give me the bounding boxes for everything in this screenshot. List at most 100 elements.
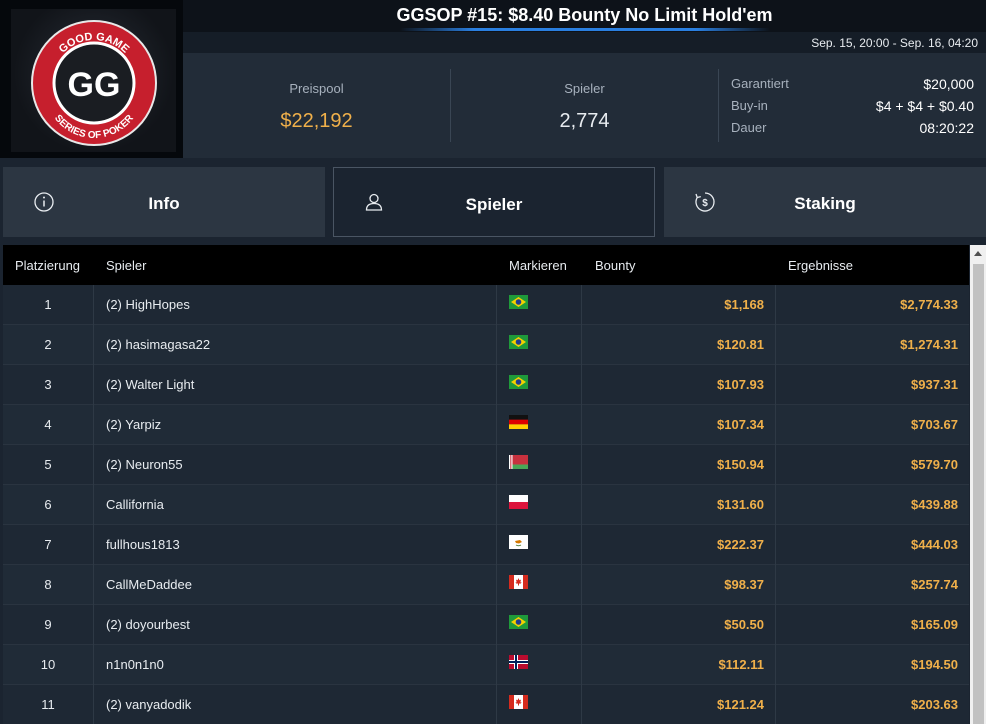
row-bounty: $120.81 xyxy=(717,337,764,352)
column-divider xyxy=(581,645,582,685)
brazil-flag xyxy=(509,615,528,629)
column-divider xyxy=(581,325,582,365)
row-place: 5 xyxy=(44,457,52,472)
row-player-name[interactable]: (2) HighHopes xyxy=(106,297,190,312)
row-player-name[interactable]: (2) Neuron55 xyxy=(106,457,183,472)
table-row[interactable]: 11 (2) vanyadodik $121.24 $203.63 xyxy=(3,685,969,724)
header-place[interactable]: Platzierung xyxy=(15,258,81,273)
header-results[interactable]: Ergebnisse xyxy=(788,258,854,273)
svg-text:$: $ xyxy=(702,198,708,209)
table-row[interactable]: 5 (2) Neuron55 $150.94 $579.70 xyxy=(3,445,969,485)
column-divider xyxy=(93,445,94,485)
row-result: $203.63 xyxy=(911,697,958,712)
column-divider xyxy=(775,685,776,724)
scroll-thumb[interactable] xyxy=(973,264,984,724)
column-divider xyxy=(496,365,497,405)
scroll-up-icon[interactable] xyxy=(970,245,986,262)
row-player-name[interactable]: fullhous1813 xyxy=(106,537,180,552)
date-range: Sep. 15, 20:00 - Sep. 16, 04:20 xyxy=(811,36,978,50)
table-row[interactable]: 4 (2) Yarpiz $107.34 $703.67 xyxy=(3,405,969,445)
row-player-name[interactable]: (2) Walter Light xyxy=(106,377,195,392)
table-row[interactable]: 3 (2) Walter Light $107.93 $937.31 xyxy=(3,365,969,405)
ggsop-logo-icon: GOOD GAME SERIES OF POKER GG xyxy=(31,20,157,146)
row-place: 9 xyxy=(44,617,52,632)
column-divider xyxy=(775,645,776,685)
row-result: $579.70 xyxy=(911,457,958,472)
table-row[interactable]: 10 n1n0n1n0 $112.11 $194.50 xyxy=(3,645,969,685)
column-divider xyxy=(581,445,582,485)
germany-flag xyxy=(509,415,528,429)
table-row[interactable]: 9 (2) doyourbest $50.50 $165.09 xyxy=(3,605,969,645)
table-row[interactable]: 1 (2) HighHopes $1,168 $2,774.33 xyxy=(3,285,969,325)
row-result: $439.88 xyxy=(911,497,958,512)
column-divider xyxy=(775,485,776,525)
column-divider xyxy=(496,445,497,485)
tab-info-label: Info xyxy=(148,194,180,213)
row-result: $1,274.31 xyxy=(900,337,958,352)
stat-divider xyxy=(718,69,719,142)
info-icon xyxy=(34,192,54,212)
table-row[interactable]: 2 (2) hasimagasa22 $120.81 $1,274.31 xyxy=(3,325,969,365)
row-player-name[interactable]: (2) hasimagasa22 xyxy=(106,337,211,352)
info-value: $20,000 xyxy=(923,76,974,92)
column-divider xyxy=(775,325,776,365)
column-divider xyxy=(775,605,776,645)
tab-players[interactable]: Spieler xyxy=(333,167,655,237)
row-bounty: $98.37 xyxy=(724,577,764,592)
row-result: $703.67 xyxy=(911,417,958,432)
user-icon xyxy=(365,193,383,211)
header-mark[interactable]: Markieren xyxy=(509,258,567,273)
row-place: 2 xyxy=(44,337,52,352)
row-place: 1 xyxy=(44,297,52,312)
info-value: 08:20:22 xyxy=(919,120,975,136)
tab-players-label: Spieler xyxy=(465,195,523,214)
column-divider xyxy=(581,685,582,724)
belarus-flag xyxy=(509,455,528,469)
row-result: $194.50 xyxy=(911,657,958,672)
row-bounty: $121.24 xyxy=(717,697,764,712)
scrollbar[interactable] xyxy=(970,245,986,724)
tab-staking[interactable]: $ Staking xyxy=(664,167,986,237)
info-value: $4 + $4 + $0.40 xyxy=(875,98,974,114)
row-bounty: $131.60 xyxy=(717,497,764,512)
row-result: $937.31 xyxy=(911,377,958,392)
column-divider xyxy=(775,405,776,445)
column-divider xyxy=(775,525,776,565)
tab-info[interactable]: Info xyxy=(3,167,325,237)
players-value: 2,774 xyxy=(559,110,610,132)
header-player[interactable]: Spieler xyxy=(106,258,147,273)
tournament-stats: Preispool $22,192 Spieler 2,774 Garantie… xyxy=(183,53,986,158)
column-divider xyxy=(581,605,582,645)
column-divider xyxy=(496,485,497,525)
info-key: Garantiert xyxy=(731,76,789,91)
header-bounty[interactable]: Bounty xyxy=(595,258,636,273)
row-result: $444.03 xyxy=(911,537,958,552)
row-bounty: $50.50 xyxy=(724,617,764,632)
table-row[interactable]: 8 CallMeDaddee $98.37 $257.74 xyxy=(3,565,969,605)
column-divider xyxy=(93,525,94,565)
column-divider xyxy=(496,525,497,565)
row-player-name[interactable]: (2) vanyadodik xyxy=(106,697,192,712)
column-divider xyxy=(93,645,94,685)
row-player-name[interactable]: CallMeDaddee xyxy=(106,577,192,592)
row-player-name[interactable]: Callifornia xyxy=(106,497,164,512)
tournament-info-list: Garantiert $20,000 Buy-in $4 + $4 + $0.4… xyxy=(731,76,974,142)
column-divider xyxy=(581,485,582,525)
row-player-name[interactable]: (2) doyourbest xyxy=(106,617,190,632)
staking-icon: $ xyxy=(695,192,715,212)
column-divider xyxy=(93,325,94,365)
table-row[interactable]: 6 Callifornia $131.60 $439.88 xyxy=(3,485,969,525)
page-title: GGSOP #15: $8.40 Bounty No Limit Hold'em xyxy=(396,5,773,25)
column-divider xyxy=(775,285,776,325)
row-player-name[interactable]: (2) Yarpiz xyxy=(106,417,162,432)
table-row[interactable]: 7 fullhous1813 $222.37 $444.03 xyxy=(3,525,969,565)
title-underline xyxy=(400,28,770,31)
cyprus-flag xyxy=(509,535,528,549)
row-place: 4 xyxy=(44,417,52,432)
row-player-name[interactable]: n1n0n1n0 xyxy=(106,657,164,672)
column-divider xyxy=(581,405,582,445)
row-result: $2,774.33 xyxy=(900,297,958,312)
row-bounty: $222.37 xyxy=(717,537,764,552)
prizepool-label: Preispool xyxy=(289,81,344,96)
column-divider xyxy=(581,525,582,565)
